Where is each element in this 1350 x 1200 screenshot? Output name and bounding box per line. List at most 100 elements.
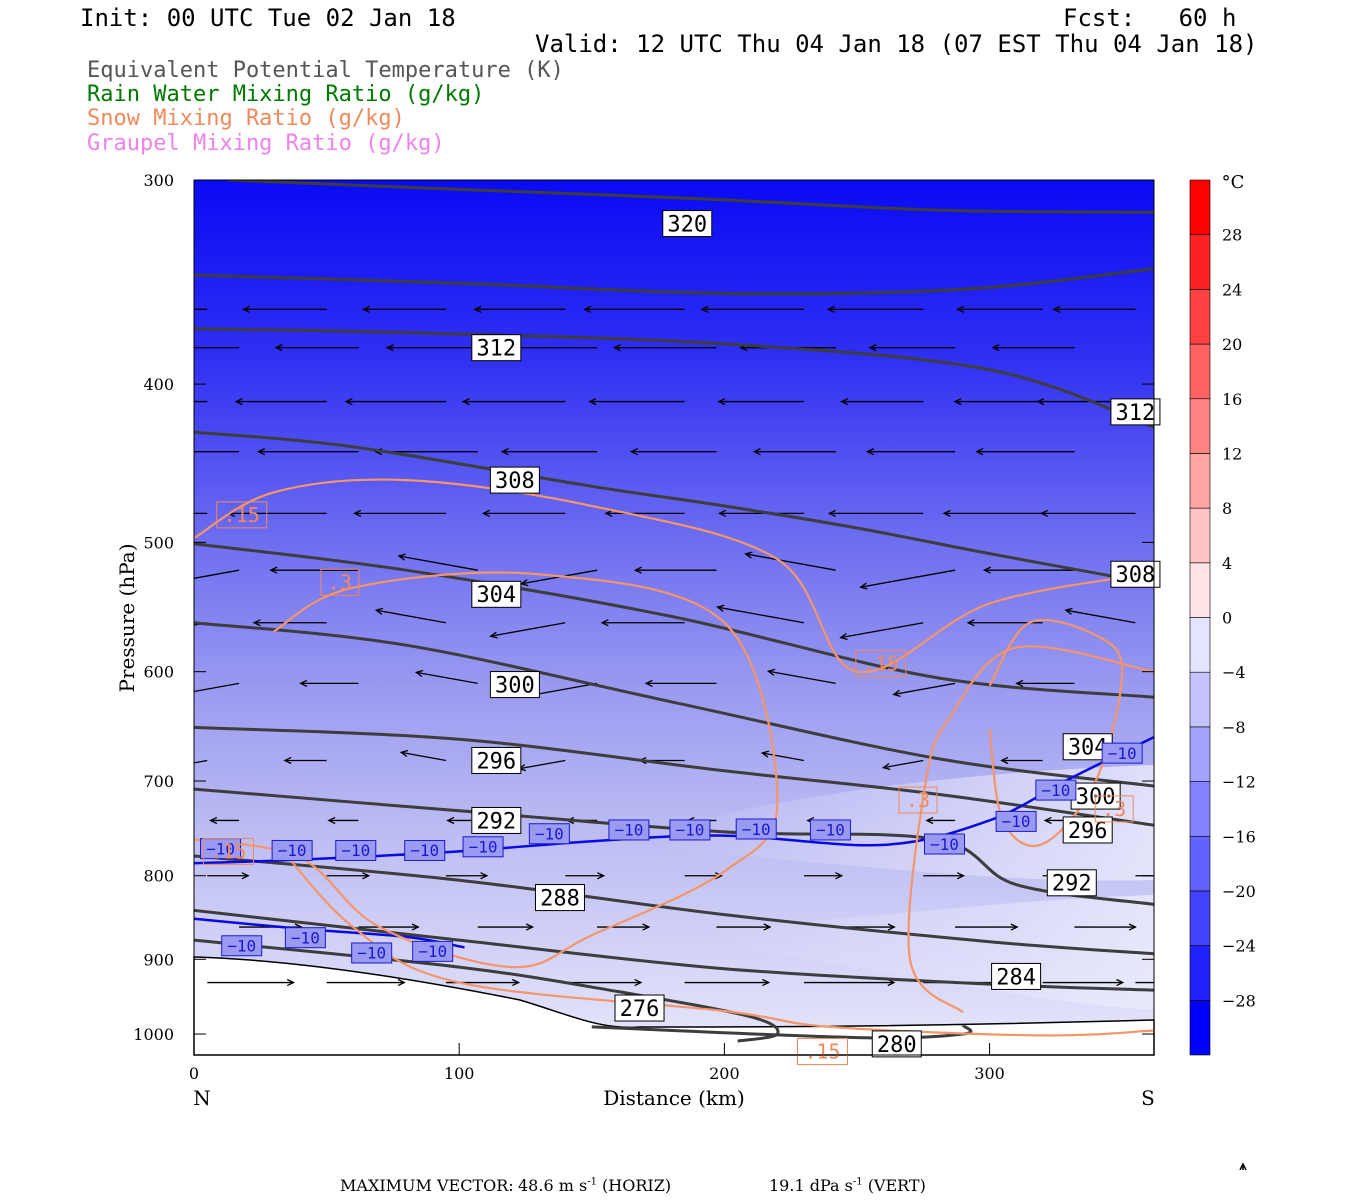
x-tick-label: 100 [444,1064,475,1083]
svg-text:−10: −10 [675,821,704,840]
temperature-label: −10 [923,833,965,855]
wind-vector-head [953,397,962,406]
colorbar-bin [1189,453,1211,509]
wind-vector-head [588,397,597,406]
colorbar-bin [1189,507,1211,564]
snow-contour-2 [272,838,1154,1037]
x-tick-label: 0 [189,1064,199,1083]
svg-text:304: 304 [476,583,516,608]
wind-vector-head [414,669,424,677]
wind-vector-head [344,397,353,406]
svg-text:−10: −10 [1108,744,1137,763]
colorbar-bin [1189,1000,1211,1056]
wind-vector-head [145,583,152,589]
wind-vector-head [752,448,761,456]
wind-vector-head [115,306,121,312]
theta-e-contour-288 [194,854,1154,956]
theta-e-contour-304 [194,542,1154,699]
y-tick-label: 400 [143,375,174,394]
wind-vector [376,609,447,624]
wind-vector-head [583,305,592,313]
temperature-label: −10 [669,819,711,841]
wind-vector [398,555,478,571]
wind-vector-head [519,579,529,587]
max-vector-icon [1239,1162,1247,1170]
temperature-label: −10 [995,810,1037,832]
vert-tag: (VERT) [867,1176,926,1195]
vert-value: 19.1 [769,1176,805,1195]
colorbar-bin [1189,289,1211,345]
colorbar-bin [1189,179,1211,235]
theta-e-label-276: 276 [614,994,665,1022]
theta-e-contour-308 [194,430,1154,586]
snow-contour-0 [194,478,1154,674]
theta-e-contours [194,180,1154,1043]
svg-text:296: 296 [476,749,516,774]
wind-vector-head [361,305,371,313]
legend-theta-e: Equivalent Potential Temperature (K) [87,58,564,83]
wind-vector-head [982,566,991,574]
forecast-hour: Fcst: 60 h [1063,4,1237,32]
wind-vector [401,751,447,762]
colorbar-bin [1189,726,1211,782]
temperature-label: −10 [200,838,242,860]
svg-text:276: 276 [620,997,660,1022]
wind-vector-head [1052,305,1061,313]
wind-vector-head [374,607,384,615]
wind-vector-head [111,510,117,516]
contour-labels: 3203123123083083043043003002962962922922… [200,210,1161,1066]
max-vector-horiz: 48.6 m s-1 (HORIZ) [518,1176,671,1195]
snow-contour-3 [907,645,1154,1014]
wind-vector-head [1015,679,1024,688]
y-tick-label: 700 [143,772,174,791]
svg-text:−10: −10 [742,820,771,839]
wind-vectors [111,305,1154,987]
theta-e-label-308: 308 [489,466,540,494]
wind-vector-head [149,449,155,455]
svg-text:312: 312 [476,337,516,362]
snow-label: .15 [855,649,907,677]
wind-vector-head [125,399,131,405]
wind-vector-head [241,305,251,313]
y-tick-label: 1000 [133,1025,174,1044]
temperature-label: −10 [221,935,263,957]
wind-vector-head [480,872,489,880]
wind-vector-head [717,397,726,406]
wind-vector [768,670,836,685]
wind-vector-head [644,679,653,688]
theta-e-contour-312 [194,327,1154,429]
svg-text:308: 308 [495,469,535,494]
wind-vector-head [327,816,336,825]
wind-vector-head [299,679,308,688]
colorbar-bin [1189,671,1211,728]
horiz-unit: m s [558,1176,588,1195]
svg-text:−10: −10 [341,841,370,860]
wind-vector-head [835,872,844,880]
wind-vector-head [481,509,490,518]
temperature-label: −10 [462,836,504,858]
wind-vector-head [269,566,278,574]
wind-vector-head [286,978,296,987]
theta-e-contour-320 [228,180,1154,214]
svg-text:292: 292 [1052,872,1092,897]
snow-contour-1 [194,571,779,969]
svg-text:−10: −10 [816,821,845,840]
svg-text:280: 280 [877,1033,917,1058]
colorbar-tick-label: −24 [1222,937,1256,956]
wind-vector-head [1010,923,1019,931]
snow-label: .3 [898,786,938,814]
wind-vector [1065,609,1136,624]
wind-vector-head [385,344,394,352]
theta-e-label-288: 288 [534,884,585,911]
svg-text:.15: .15 [210,840,246,864]
wind-vector-head [500,448,509,456]
vert-unit: dPa s [809,1176,853,1195]
theta-e-label-312: 312 [471,334,522,362]
temperature-label: −10 [1035,779,1077,801]
wind-vector-head [241,872,250,880]
temperature-label: −10 [1101,742,1143,764]
legend-graupel: Graupel Mixing Ratio (g/kg) [87,131,445,156]
wind-vector-head [167,764,174,770]
temperature-label: −10 [735,818,777,840]
colorbar-bin [1189,562,1211,618]
